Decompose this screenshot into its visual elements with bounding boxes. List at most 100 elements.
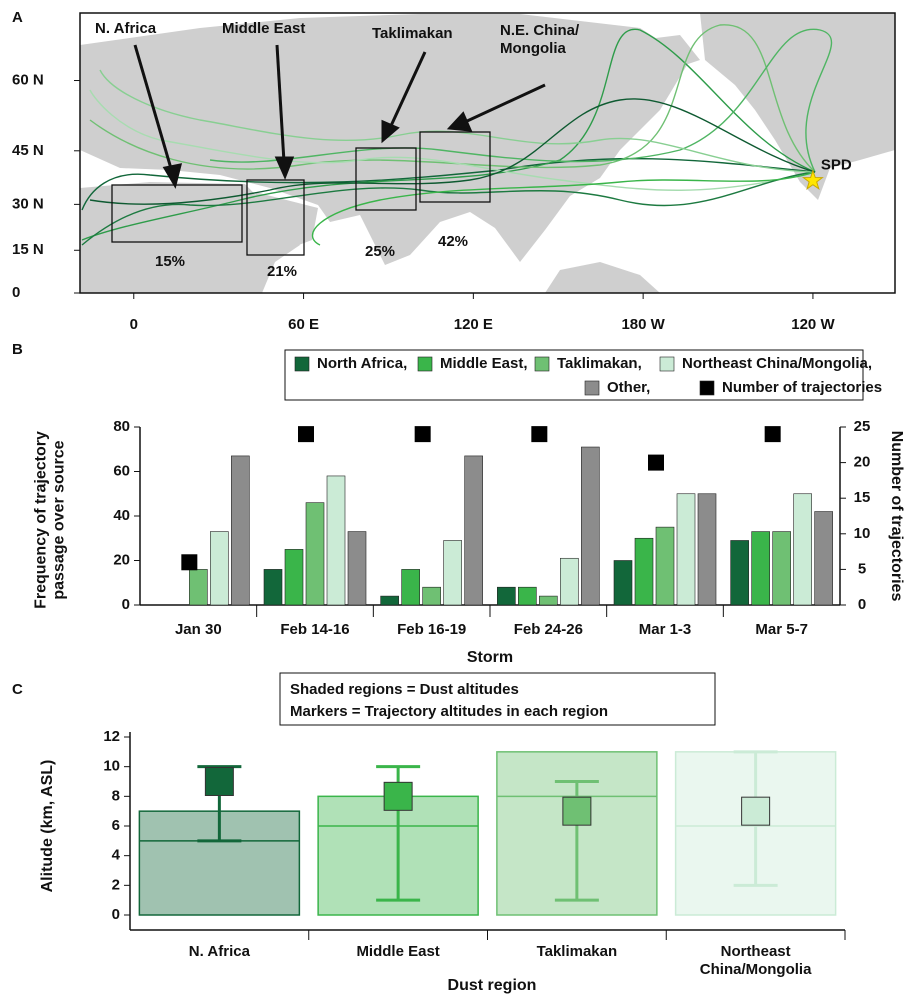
x-tick-label: Mar 5-7 (755, 621, 808, 638)
y2-axis-label: Number of trajectories (888, 431, 905, 602)
legend-label: North Africa, (317, 355, 407, 372)
x-tick-label: Feb 16-19 (397, 621, 466, 638)
trajectory-count (531, 426, 548, 443)
trajectory (209, 28, 833, 173)
bar (422, 586, 441, 606)
legend-swatch (659, 356, 675, 372)
panel-label: A (12, 9, 23, 26)
y-tick-label: 0 (12, 284, 20, 301)
site-marker (801, 169, 824, 191)
x-tick-label: Taklimakan (536, 943, 618, 960)
trajectory (311, 171, 816, 246)
bar (443, 540, 462, 606)
trajectory-count (414, 426, 431, 443)
bar (613, 560, 633, 606)
legend-swatch (294, 356, 310, 372)
arrow-head (446, 111, 473, 132)
bar (284, 549, 304, 606)
legend-swatch (534, 356, 550, 372)
legend-label: Other, (607, 379, 650, 396)
legend-swatch (417, 356, 433, 372)
north-america (700, 13, 895, 200)
y-tick-label: 4 (112, 847, 121, 864)
arrows (133, 44, 546, 189)
altitude-marker (562, 796, 592, 826)
bar (772, 531, 791, 606)
percent-label: 21% (267, 263, 297, 280)
x-tick-label: 60 E (288, 316, 319, 333)
altitude-marker (741, 796, 771, 826)
panel-label: C (12, 681, 23, 698)
altitude-marker (204, 767, 234, 796)
source-region (419, 131, 491, 203)
y-tick-label: 60 (113, 462, 130, 479)
x-tick-label: Mar 1-3 (639, 621, 692, 638)
y2-tick-label: 5 (858, 560, 866, 577)
y2-tick-label: 20 (854, 454, 871, 471)
x-tick-label: Jan 30 (175, 621, 222, 638)
bar (305, 502, 325, 606)
arrow-head (162, 163, 183, 189)
y2-tick-label: 25 (854, 418, 871, 435)
arrow (275, 44, 286, 163)
panel-label: B (12, 341, 23, 358)
bar (539, 595, 558, 606)
legend-label: Northeast China/Mongolia, (682, 355, 872, 372)
y-tick-label: 8 (112, 787, 120, 804)
bar (634, 537, 654, 606)
bar (189, 569, 208, 606)
map-background (80, 13, 895, 293)
x-tick-label: N. Africa (188, 943, 250, 960)
bar (581, 446, 600, 606)
bar (326, 475, 346, 606)
note: Shaded regions = Dust altitudes (290, 681, 519, 698)
source-region (246, 179, 305, 256)
bar (793, 493, 812, 606)
x-axis-label: Storm (467, 649, 513, 666)
trajectory (89, 98, 816, 205)
bar (231, 455, 250, 606)
y-tick-label: 0 (122, 596, 130, 613)
africa (80, 182, 300, 293)
region-label: N.E. China/ Mongolia (500, 22, 580, 57)
arrow (133, 44, 174, 173)
bar (347, 531, 367, 606)
bar (560, 557, 579, 606)
trajectory (81, 28, 816, 241)
region-label: N. Africa (95, 20, 157, 37)
y2-tick-label: 0 (858, 596, 866, 613)
source-region (355, 147, 417, 211)
legend-label: Number of trajectories (722, 379, 882, 396)
y2-tick-label: 15 (854, 489, 871, 506)
site-label: SPD (821, 157, 852, 174)
y-tick-label: 12 (103, 728, 120, 745)
y-tick-label: 2 (112, 876, 120, 893)
legend-swatch (584, 380, 600, 396)
bar (730, 540, 749, 606)
x-tick-label: 120 W (791, 316, 835, 333)
region-label: Middle East (222, 20, 306, 37)
bar (814, 511, 833, 606)
y-axis-label: Alitude (km, ASL) (39, 760, 56, 893)
bar (401, 569, 420, 606)
bar (497, 586, 516, 606)
bar (518, 586, 537, 606)
arrow-head (381, 119, 400, 144)
trajectory (89, 24, 816, 173)
arrow (464, 83, 546, 124)
note-box (279, 672, 716, 726)
bar (697, 493, 717, 606)
trajectory (81, 157, 816, 211)
x-tick-label: 180 W (621, 316, 665, 333)
legend-label: Taklimakan, (557, 355, 642, 372)
islands (545, 262, 660, 293)
bar (676, 493, 696, 606)
source-region (111, 184, 243, 243)
y-tick-label: 40 (113, 507, 130, 524)
arrow-head (274, 156, 295, 180)
percent-label: 25% (365, 243, 395, 260)
x-tick-label: 120 E (454, 316, 493, 333)
x-tick-label: 0 (130, 316, 138, 333)
note: Markers = Trajectory altitudes in each r… (290, 703, 608, 720)
